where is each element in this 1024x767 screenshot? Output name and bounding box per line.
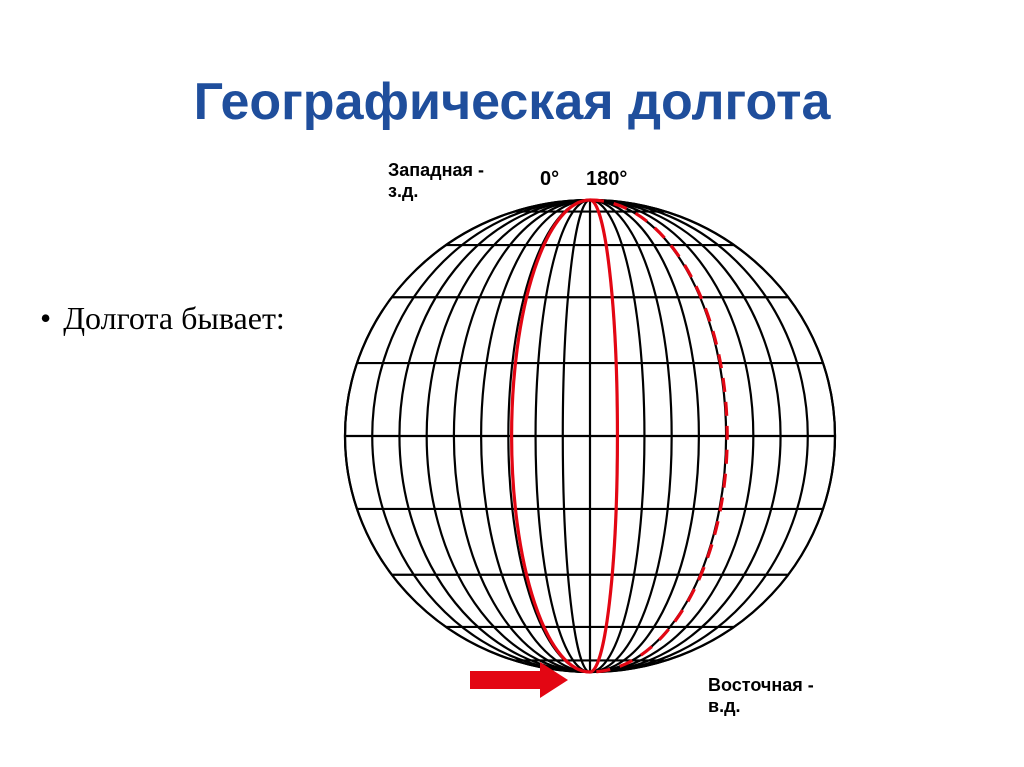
label-180deg: 180° bbox=[586, 168, 627, 191]
label-west: Западная - з.д. bbox=[388, 160, 484, 201]
label-east: Восточная - в.д. bbox=[708, 675, 814, 716]
bullet-list: • Долгота бывает: bbox=[40, 300, 285, 337]
label-0deg: 0° bbox=[540, 168, 559, 191]
label-0deg-text: 0° bbox=[540, 168, 559, 190]
label-east-line1: Восточная - bbox=[708, 675, 814, 696]
label-west-line1: Западная - bbox=[388, 160, 484, 181]
title-text: Географическая долгота bbox=[194, 73, 831, 131]
bullet-dot: • bbox=[40, 300, 51, 337]
page-title: Географическая долгота bbox=[0, 72, 1024, 132]
label-180deg-text: 180° bbox=[586, 168, 627, 190]
label-east-line2: в.д. bbox=[708, 696, 814, 717]
bullet-item: • Долгота бывает: bbox=[40, 300, 285, 337]
bullet-text: Долгота бывает: bbox=[63, 300, 285, 336]
label-west-line2: з.д. bbox=[388, 181, 484, 202]
